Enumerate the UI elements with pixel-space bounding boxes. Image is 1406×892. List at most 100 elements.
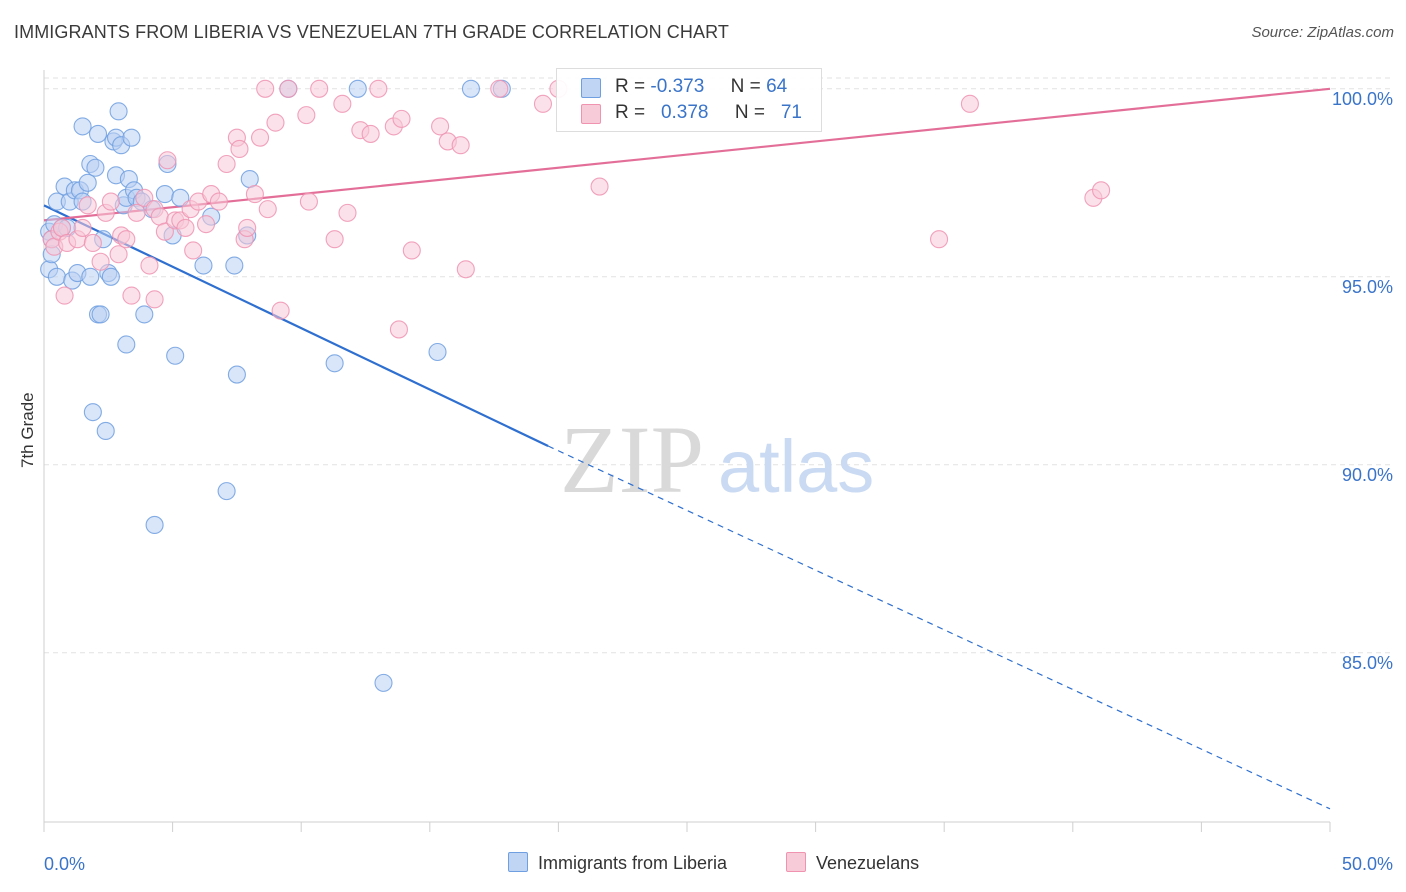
n-label: N =	[734, 102, 766, 123]
chart-title: IMMIGRANTS FROM LIBERIA VS VENEZUELAN 7T…	[14, 22, 729, 42]
point-liberia	[91, 305, 110, 324]
point-venezuelans	[456, 260, 475, 279]
point-venezuelans	[1092, 181, 1111, 200]
legend-label-venezuelans: Venezuelans	[816, 853, 920, 873]
point-venezuelans	[369, 79, 388, 98]
point-liberia	[166, 346, 185, 365]
tick-labels: 85.0% 90.0% 95.0% 100.0% 0.0% 50.0%	[44, 89, 1393, 874]
r-value-venezuelans: 0.378	[660, 102, 709, 123]
point-liberia	[225, 256, 244, 275]
point-liberia	[88, 124, 108, 143]
point-liberia	[86, 158, 105, 177]
source-label: Source: ZipAtlas.com	[1251, 24, 1394, 41]
point-venezuelans	[176, 218, 195, 237]
point-venezuelans	[55, 286, 74, 305]
point-venezuelans	[310, 79, 329, 98]
legend-swatch-venezuelans	[786, 852, 806, 872]
point-venezuelans	[91, 252, 110, 271]
point-venezuelans	[389, 320, 408, 339]
r-label: R =	[615, 76, 646, 97]
point-liberia	[145, 515, 164, 535]
watermark-zip: ZIP	[560, 406, 704, 513]
trend-line-liberia-extension	[547, 445, 1331, 810]
point-venezuelans	[217, 154, 236, 174]
y-tick-label: 90.0%	[1342, 465, 1393, 485]
y-tick-label: 85.0%	[1342, 653, 1393, 673]
point-venezuelans	[109, 245, 128, 264]
point-venezuelans	[155, 222, 174, 241]
point-venezuelans	[490, 79, 509, 98]
n-value-liberia: 64	[766, 76, 788, 97]
x-tick-label: 0.0%	[44, 854, 85, 874]
point-liberia	[194, 256, 213, 275]
legend-swatch-liberia	[581, 78, 601, 98]
point-venezuelans	[451, 136, 470, 155]
point-venezuelans	[250, 128, 270, 147]
point-venezuelans	[431, 117, 450, 136]
point-venezuelans	[392, 109, 411, 128]
point-venezuelans	[590, 177, 609, 196]
point-venezuelans	[78, 196, 97, 215]
point-liberia	[83, 403, 102, 422]
r-label: R =	[615, 102, 646, 123]
point-liberia	[109, 102, 128, 121]
point-venezuelans	[209, 192, 228, 211]
point-liberia	[155, 185, 174, 204]
legend-item-liberia[interactable]: Immigrants from Liberia	[508, 852, 727, 874]
y-axis-label: 7th Grade	[18, 392, 37, 468]
point-liberia	[227, 365, 246, 384]
point-liberia	[101, 267, 120, 286]
point-liberia	[81, 267, 100, 286]
point-liberia	[96, 421, 115, 441]
point-liberia	[461, 79, 481, 98]
point-venezuelans	[960, 94, 979, 113]
point-venezuelans	[258, 200, 277, 219]
point-venezuelans	[325, 230, 344, 249]
point-venezuelans	[230, 139, 249, 159]
point-liberia	[374, 673, 393, 692]
point-venezuelans	[145, 290, 164, 309]
point-venezuelans	[338, 203, 357, 222]
n-value-venezuelans: 71	[780, 102, 802, 123]
point-liberia	[325, 354, 344, 373]
legend-item-venezuelans[interactable]: Venezuelans	[786, 852, 919, 874]
x-tick-label: 50.0%	[1342, 854, 1393, 874]
y-tick-label: 100.0%	[1332, 89, 1393, 109]
point-venezuelans	[73, 218, 92, 237]
point-venezuelans	[256, 79, 275, 98]
stats-legend: R = -0.373 N = 64 R = 0.378 N = 71	[556, 68, 822, 132]
point-venezuelans	[238, 218, 257, 237]
point-venezuelans	[266, 113, 285, 132]
point-venezuelans	[135, 188, 154, 207]
point-venezuelans	[402, 241, 421, 260]
point-venezuelans	[299, 192, 318, 211]
legend-label-liberia: Immigrants from Liberia	[538, 853, 728, 873]
point-venezuelans	[533, 94, 553, 113]
point-venezuelans	[297, 106, 316, 125]
point-liberia	[122, 128, 141, 147]
point-liberia	[217, 482, 236, 501]
point-venezuelans	[279, 79, 298, 98]
point-liberia	[171, 188, 190, 207]
point-liberia	[348, 79, 367, 98]
point-venezuelans	[930, 230, 949, 249]
point-liberia	[117, 335, 136, 354]
point-venezuelans	[122, 286, 141, 305]
point-venezuelans	[52, 218, 72, 237]
grid-layer	[44, 77, 1394, 654]
point-liberia	[240, 169, 259, 189]
watermark-atlas: atlas	[718, 425, 874, 508]
point-venezuelans	[140, 256, 159, 275]
point-venezuelans	[127, 203, 146, 222]
point-venezuelans	[150, 207, 169, 226]
watermark: ZIP atlas	[560, 406, 874, 513]
point-liberia	[73, 117, 92, 136]
legend-swatch-venezuelans	[581, 104, 601, 124]
point-venezuelans	[158, 151, 177, 170]
point-venezuelans	[184, 241, 203, 260]
y-tick-label: 95.0%	[1342, 277, 1393, 297]
point-venezuelans	[333, 94, 352, 113]
point-liberia	[428, 342, 447, 362]
point-venezuelans	[196, 215, 216, 234]
